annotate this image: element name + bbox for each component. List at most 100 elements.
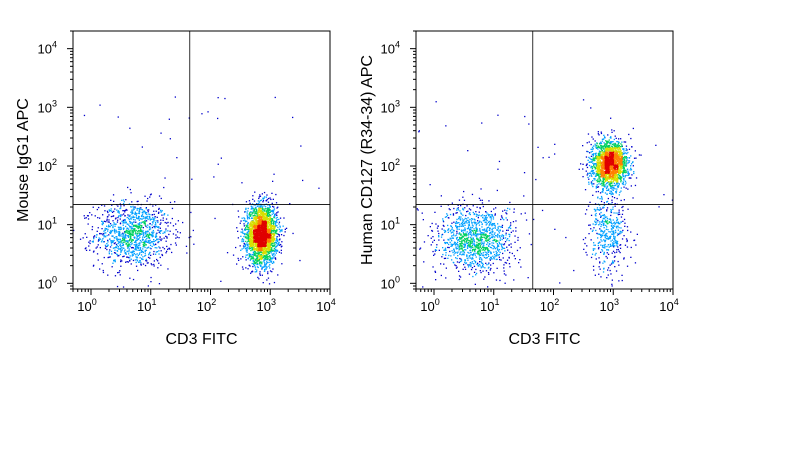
event-dot — [621, 187, 622, 188]
event-dot — [441, 237, 442, 238]
event-dot — [506, 239, 507, 240]
event-dot — [452, 227, 453, 228]
event-dot — [589, 202, 590, 203]
event-dot — [245, 248, 246, 249]
event-dot — [267, 254, 268, 255]
event-dot — [127, 223, 128, 224]
event-dot — [600, 192, 601, 193]
event-dot — [158, 246, 159, 247]
event-dot — [255, 267, 256, 268]
event-dot — [543, 157, 544, 158]
event-dot — [461, 230, 462, 231]
event-dot — [470, 250, 471, 251]
event-dot — [526, 219, 527, 220]
event-dot — [267, 234, 268, 235]
event-dot — [148, 213, 149, 214]
event-dot — [443, 264, 444, 265]
event-dot — [607, 218, 608, 219]
event-dot — [125, 253, 126, 254]
event-dot — [254, 227, 255, 228]
event-dot — [243, 247, 244, 248]
event-dot — [605, 192, 606, 193]
event-dot — [269, 244, 270, 245]
event-dot — [274, 230, 275, 231]
event-dot — [492, 240, 493, 241]
event-dot — [597, 207, 598, 208]
event-dot — [475, 261, 476, 262]
event-dot — [269, 264, 270, 265]
event-dot — [117, 286, 118, 287]
event-dot — [251, 226, 252, 227]
event-dot — [269, 212, 270, 213]
event-dot — [107, 240, 108, 241]
event-dot — [495, 207, 496, 208]
event-dot — [153, 226, 154, 227]
event-dot — [123, 225, 124, 226]
event-dot — [632, 197, 633, 198]
event-dot — [119, 232, 120, 233]
event-dot — [610, 137, 611, 138]
event-dot — [448, 255, 449, 256]
event-dot — [164, 232, 165, 233]
event-dot — [616, 270, 617, 271]
event-dot — [472, 276, 473, 277]
event-dot — [255, 213, 256, 214]
event-dot — [263, 212, 264, 213]
event-dot — [272, 203, 273, 204]
event-dot — [597, 184, 598, 185]
event-dot — [621, 142, 622, 143]
event-dot — [258, 198, 259, 199]
event-dot — [525, 213, 526, 214]
event-dot — [120, 259, 121, 260]
event-dot — [482, 255, 483, 256]
event-dot — [258, 209, 259, 210]
event-dot — [613, 212, 614, 213]
event-dot — [612, 240, 613, 241]
event-dot — [134, 253, 135, 254]
event-dot — [127, 241, 128, 242]
event-dot — [616, 249, 617, 250]
event-dot — [441, 256, 442, 257]
event-dot — [281, 246, 282, 247]
event-dot — [109, 251, 110, 252]
event-dot — [246, 201, 247, 202]
event-dot — [599, 266, 600, 267]
event-dot — [252, 195, 253, 196]
event-dot — [489, 221, 490, 222]
event-dot — [103, 241, 104, 242]
event-dot — [494, 215, 495, 216]
event-dot — [464, 247, 465, 248]
event-dot — [260, 237, 261, 238]
event-dot — [156, 239, 157, 240]
event-dot — [112, 242, 113, 243]
event-dot — [467, 217, 468, 218]
event-dot — [255, 217, 256, 218]
event-dot — [240, 250, 241, 251]
event-dot — [521, 213, 522, 214]
event-dot — [623, 184, 624, 185]
event-dot — [136, 230, 137, 231]
event-dot — [269, 220, 270, 221]
event-dot — [127, 235, 128, 236]
event-dot — [264, 248, 265, 249]
event-dot — [124, 211, 125, 212]
event-dot — [465, 269, 466, 270]
event-dot — [457, 261, 458, 262]
event-dot — [615, 206, 616, 207]
event-dot — [438, 235, 439, 236]
event-dot — [502, 253, 503, 254]
event-dot — [170, 202, 171, 203]
event-dot — [498, 255, 499, 256]
event-dot — [281, 229, 282, 230]
event-dot — [454, 264, 455, 265]
event-dot — [129, 215, 130, 216]
event-dot — [130, 255, 131, 256]
event-dot — [593, 248, 594, 249]
event-dot — [96, 247, 97, 248]
event-dot — [191, 179, 192, 180]
event-dot — [434, 212, 435, 213]
event-dot — [270, 215, 271, 216]
event-dot — [621, 216, 622, 217]
event-dot — [123, 213, 124, 214]
event-dot — [503, 236, 504, 237]
